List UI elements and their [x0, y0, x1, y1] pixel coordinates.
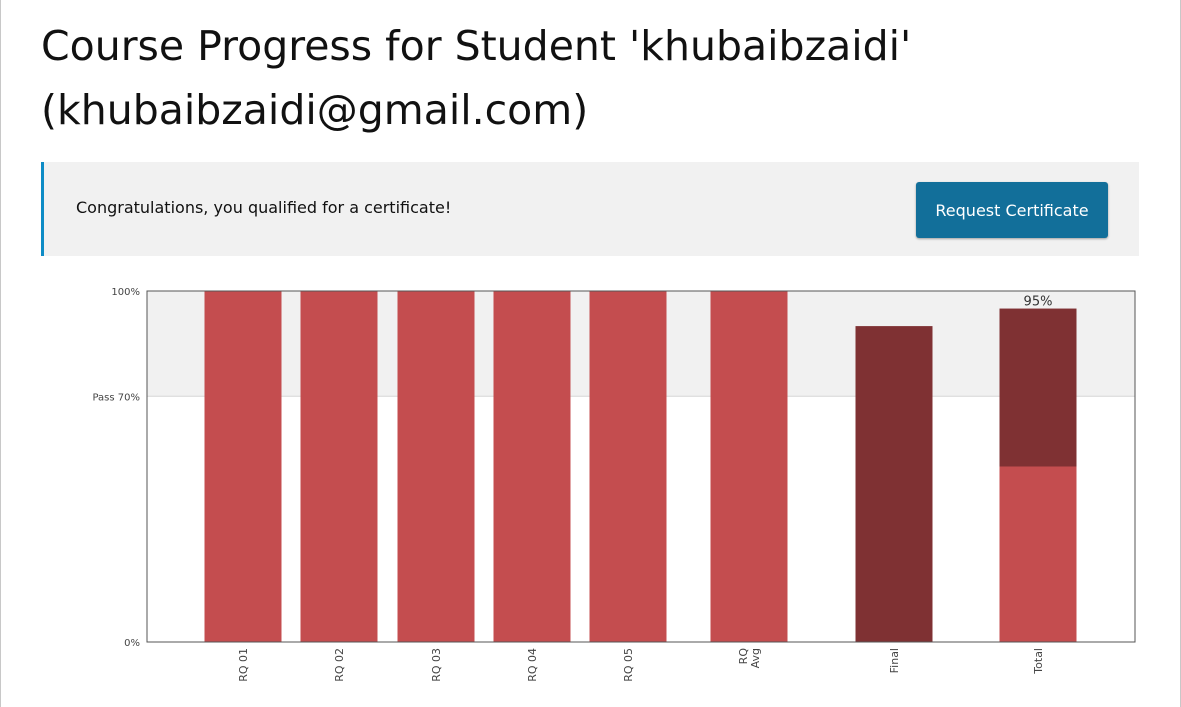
- bar-total-seg-0: [999, 466, 1077, 642]
- x-tick-label: RQ 05: [622, 648, 635, 682]
- total-data-label: 95%: [1024, 295, 1053, 310]
- page-title: Course Progress for Student 'khubaibzaid…: [41, 14, 1141, 142]
- bar-rq-03-seg-0: [397, 291, 475, 642]
- y-tick-label: 0%: [124, 638, 140, 649]
- certificate-message: Congratulations, you qualified for a cer…: [76, 198, 452, 217]
- x-tick-label: Total: [1032, 648, 1045, 675]
- page-title-line2: (khubaibzaidi@gmail.com): [41, 86, 589, 134]
- x-tick-label: RQ: [737, 648, 750, 665]
- y-tick-label: Pass 70%: [92, 392, 140, 403]
- x-tick-label: Avg: [749, 648, 762, 668]
- x-tick-label: RQ 01: [237, 648, 250, 682]
- y-tick-label: 100%: [111, 287, 140, 298]
- x-tick-label: RQ 04: [526, 648, 539, 682]
- bar-rq-01-seg-0: [204, 291, 282, 642]
- x-tick-label: Final: [888, 648, 901, 673]
- plot-frame: [146, 290, 1136, 643]
- bar-final-seg-0: [855, 326, 933, 642]
- bar-rq-04-seg-0: [493, 291, 571, 642]
- bar-rq-02-seg-0: [300, 291, 378, 642]
- request-certificate-button[interactable]: Request Certificate: [916, 182, 1108, 238]
- certificate-banner: Congratulations, you qualified for a cer…: [41, 162, 1139, 256]
- page-title-line1: Course Progress for Student 'khubaibzaid…: [41, 22, 912, 70]
- bar-rq-avg-seg-0: [710, 291, 788, 642]
- bar-total-seg-1: [999, 308, 1077, 467]
- x-tick-label: RQ 03: [430, 648, 443, 682]
- bar-rq-05-seg-0: [589, 291, 667, 642]
- x-tick-label: RQ 02: [333, 648, 346, 682]
